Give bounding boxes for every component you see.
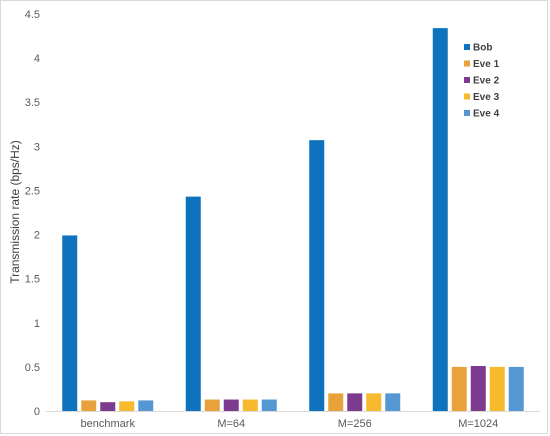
x-tick-label: M=1024 — [458, 418, 498, 430]
bar-eve-4 — [508, 366, 524, 411]
y-tick-label: 2 — [34, 230, 40, 242]
bar-eve-1 — [451, 366, 467, 411]
legend: Bob Eve 1 Eve 2 Eve 3 Eve 4 — [464, 43, 500, 120]
y-tick-label: 4 — [34, 53, 40, 65]
y-tick-label: 3 — [34, 141, 40, 153]
bar-eve-3 — [242, 399, 258, 411]
legend-swatch — [464, 110, 470, 116]
bar-eve-1 — [328, 393, 344, 411]
legend-swatch — [464, 60, 470, 67]
bar-eve-2 — [100, 402, 116, 411]
bar-eve-2 — [347, 393, 363, 411]
y-tick-label: 0.5 — [25, 362, 40, 374]
legend-label: Eve 1 — [473, 59, 500, 70]
y-tick-label: 2.5 — [25, 185, 40, 197]
y-tick-label: 3.5 — [25, 97, 40, 109]
bar-bob — [62, 235, 78, 411]
legend-label: Bob — [473, 43, 492, 54]
bar-bob — [185, 196, 201, 411]
bar-eve-3 — [366, 393, 382, 411]
legend-label: Eve 4 — [473, 109, 500, 120]
y-axis-title: Transmission rate (bps/Hz) — [8, 140, 22, 284]
y-tick-label: 1.5 — [25, 274, 40, 286]
x-tick-label: benchmark — [81, 418, 136, 430]
x-tick-label: M=256 — [338, 418, 372, 430]
bar-eve-4 — [138, 400, 154, 411]
y-tick-label: 0 — [34, 406, 40, 418]
bar-eve-2 — [223, 399, 239, 411]
bar-eve-4 — [385, 393, 401, 411]
legend-label: Eve 2 — [473, 76, 500, 87]
bar-bob — [309, 140, 325, 411]
bar-bob — [432, 28, 448, 412]
bar-eve-1 — [204, 399, 220, 411]
bar-eve-4 — [261, 399, 277, 411]
y-tick-label: 1 — [34, 318, 40, 330]
legend-swatch — [464, 77, 470, 83]
legend-swatch — [464, 93, 470, 100]
axis-layer: 0 0.5 1 1.5 2 2.5 3 3.5 4 4.5 benchmark M=64 M=256 M=… — [25, 9, 540, 430]
bar-eve-1 — [81, 400, 97, 411]
bar-eve-2 — [470, 366, 486, 411]
legend-label: Eve 3 — [473, 92, 500, 103]
legend-swatch — [464, 44, 470, 50]
y-tick-label: 4.5 — [25, 9, 40, 21]
x-tick-label: M=64 — [217, 418, 245, 430]
bars-layer — [62, 28, 524, 412]
bar-eve-3 — [489, 366, 505, 411]
bar-eve-3 — [119, 401, 135, 411]
